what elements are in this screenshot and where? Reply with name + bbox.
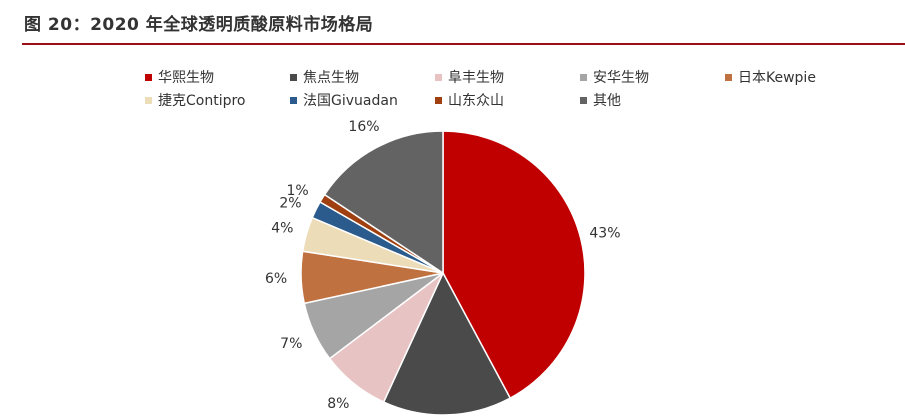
legend-swatch xyxy=(435,74,442,81)
legend-item-item-2: 焦点生物 xyxy=(290,70,359,86)
pie-slice-item-9 xyxy=(323,130,444,275)
legend-label: 安华生物 xyxy=(593,70,649,86)
value-label-kewpie: 6% xyxy=(265,271,287,287)
legend-swatch xyxy=(145,74,152,81)
legend-swatch xyxy=(725,74,732,81)
value-label-item-9: 16% xyxy=(348,119,379,135)
legend-label: 捷克Contipro xyxy=(158,93,246,109)
pie-slices xyxy=(300,130,586,416)
legend-item-item-9: 其他 xyxy=(580,93,621,109)
value-label-item-3: 8% xyxy=(327,396,349,412)
title-divider xyxy=(22,43,905,45)
legend-swatch xyxy=(290,74,297,81)
legend-swatch xyxy=(580,97,587,104)
value-label-givuadan: 2% xyxy=(279,196,301,212)
legend-label: 其他 xyxy=(593,93,621,109)
legend-item-item-8: 山东众山 xyxy=(435,93,504,109)
legend-item-item-3: 阜丰生物 xyxy=(435,69,504,86)
value-label-item-4: 7% xyxy=(280,336,302,352)
legend-item-item-1: 华熙生物 xyxy=(145,70,214,86)
pie-slice-item-1 xyxy=(442,130,586,400)
chart-legend: 华熙生物 焦点生物 阜丰生物 安华生物 日本Kewpie 捷克Contipro 法国Givu… xyxy=(145,69,816,109)
legend-label: 日本Kewpie xyxy=(738,70,816,86)
legend-label: 阜丰生物 xyxy=(448,69,504,86)
value-label-item-1: 43% xyxy=(589,225,620,241)
legend-swatch xyxy=(435,97,442,104)
legend-label: 华熙生物 xyxy=(158,70,214,86)
value-label-contipro: 4% xyxy=(271,220,293,236)
legend-item-givuadan: 法国Givuadan xyxy=(290,93,398,109)
legend-swatch xyxy=(580,74,587,81)
legend-item-item-4: 安华生物 xyxy=(580,70,649,86)
pie-value-labels: 43% 8% 7% 6% 4% 2%1% 16% xyxy=(265,119,621,412)
legend-label: 山东众山 xyxy=(448,93,504,109)
legend-label: 法国Givuadan xyxy=(303,93,398,109)
pie-slice-item-2 xyxy=(382,271,512,416)
legend-item-contipro: 捷克Contipro xyxy=(145,93,246,109)
value-label-item-8: 1% xyxy=(286,183,308,199)
legend-swatch xyxy=(145,97,152,104)
legend-label: 焦点生物 xyxy=(303,70,359,86)
legend-swatch xyxy=(290,97,297,104)
legend-item-kewpie: 日本Kewpie xyxy=(725,70,816,86)
figure-title: 图 20：2020 年全球透明质酸原料市场格局 xyxy=(24,15,374,35)
